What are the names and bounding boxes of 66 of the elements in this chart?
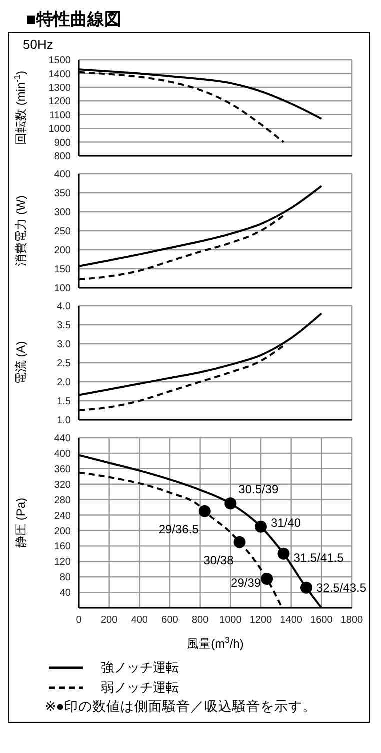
x-tick-label: 0 — [76, 615, 82, 626]
annotation: 32.5/43.5 — [316, 580, 367, 595]
y-tick-label: 1500 — [48, 56, 72, 67]
y-tick-label: 150 — [54, 264, 72, 276]
y-tick-label: 1200 — [48, 96, 72, 108]
x-tick-label: 1000 — [220, 615, 242, 626]
y-tick-label: 320 — [54, 480, 72, 491]
x-tick-label: 600 — [162, 615, 179, 626]
legend-label: 弱ノッチ運転 — [101, 679, 179, 697]
x-tick-label: 1800 — [340, 615, 364, 626]
y-axis-title: 静圧 (Pa) — [14, 498, 28, 548]
chart-title: ■特性曲線図 — [26, 10, 122, 29]
y-tick-label: 440 — [54, 434, 72, 445]
y-tick-label: 4.0 — [57, 302, 72, 313]
y-tick-label: 300 — [54, 208, 72, 219]
point — [234, 536, 246, 548]
legend-label: 強ノッチ運転 — [101, 659, 179, 677]
y-tick-label: 800 — [54, 152, 72, 163]
point — [278, 548, 290, 560]
y-tick-label: 360 — [54, 464, 72, 476]
y-tick-label: 3.0 — [57, 340, 72, 351]
y-tick-label: 2.5 — [57, 358, 72, 370]
point — [198, 505, 211, 518]
annotation: 30/38 — [204, 553, 234, 568]
y-tick-label: 40 — [60, 588, 72, 600]
annotation: 31.5/41.5 — [294, 550, 344, 565]
x-tick-label: 1200 — [250, 615, 273, 626]
y-tick-label: 200 — [54, 246, 72, 257]
annotation: 29/39 — [231, 576, 262, 590]
x-tick-label: 400 — [131, 615, 148, 626]
point — [261, 573, 274, 586]
y-tick-label: 120 — [54, 557, 72, 568]
annotation: 30.5/39 — [238, 482, 280, 497]
y-tick-label: 400 — [54, 449, 72, 460]
point — [300, 582, 312, 594]
text: ※●印の数値は側面騒音／吸込騒音を示す。 — [45, 699, 316, 714]
y-tick-label: 400 — [54, 170, 72, 181]
y-axis-title: 消費電力 (W) — [14, 196, 28, 266]
y-tick-label: 240 — [54, 510, 72, 522]
annotation: 31/40 — [271, 516, 302, 530]
chart-subtitle: 50Hz — [23, 37, 54, 52]
x-tick-label: 1400 — [280, 615, 303, 626]
y-tick-label: 80 — [60, 572, 72, 584]
y-tick-label: 2.0 — [57, 378, 72, 389]
y-tick-label: 3.5 — [57, 320, 72, 332]
y-tick-label: 1000 — [48, 124, 72, 136]
x-tick-label: 1600 — [310, 615, 334, 626]
x-axis-title: 風量(m$^{3}$/h) — [187, 635, 244, 651]
y-axis-title: 電流 (A) — [14, 341, 28, 385]
y-tick-label: 900 — [54, 138, 72, 149]
y-tick-label: 200 — [54, 526, 72, 538]
y-tick-label: 1.5 — [57, 396, 72, 408]
y-tick-label: 100 — [54, 284, 72, 295]
x-tick-label: 200 — [100, 615, 118, 626]
y-tick-label: 1100 — [49, 110, 72, 122]
y-tick-label: 160 — [54, 542, 72, 553]
y-tick-label: 250 — [54, 226, 72, 238]
x-tick-label: 800 — [192, 615, 210, 626]
y-tick-label: 1300 — [48, 82, 72, 94]
y-tick-label: 1.0 — [57, 416, 72, 427]
annotation: 29/36.5 — [158, 522, 200, 536]
point — [255, 520, 267, 533]
point — [224, 498, 237, 510]
y-tick-label: 1400 — [48, 69, 72, 80]
y-tick-label: 350 — [54, 188, 72, 200]
y-tick-label: 280 — [54, 495, 72, 506]
